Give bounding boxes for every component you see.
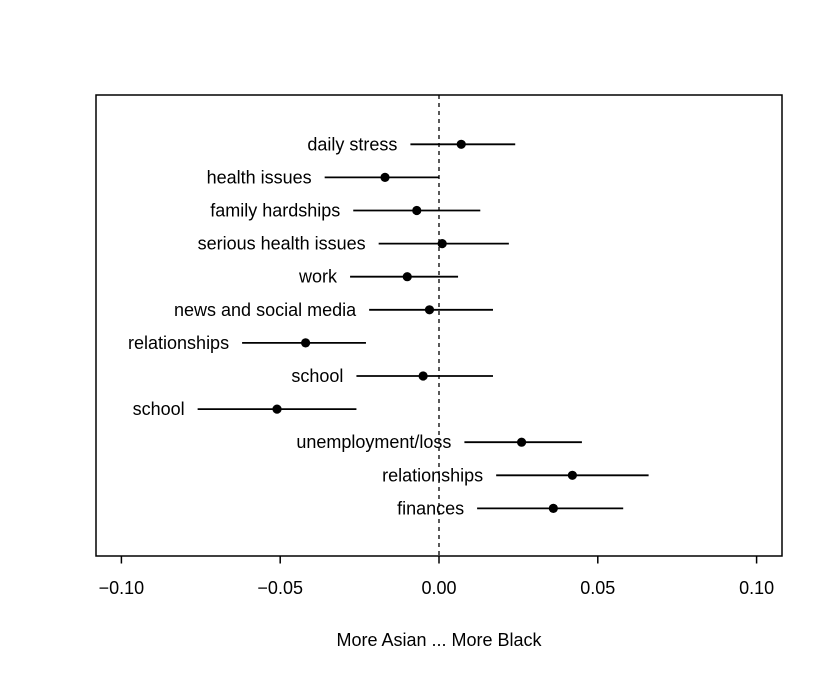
x-tick-label: −0.10 [99,578,145,598]
estimate-dot [424,305,435,315]
estimate-dot [548,503,558,513]
estimate-dot [380,172,390,182]
category-label: news and social media [174,300,357,320]
category-label: family hardships [210,201,340,221]
category-label: school [133,399,185,419]
x-tick-label: 0.05 [580,578,615,598]
x-axis-label: More Asian ... More Black [336,630,542,650]
estimate-dot [437,239,447,249]
category-label: relationships [382,465,483,485]
category-label: daily stress [307,134,397,154]
estimate-dot [567,470,577,480]
category-label: finances [397,498,464,518]
category-label: unemployment/loss [296,432,451,452]
category-label: serious health issues [198,234,366,254]
estimate-dot [301,338,311,348]
category-label: school [291,366,343,386]
estimate-dot [412,205,422,216]
estimate-dot [456,139,466,149]
category-label: work [298,267,338,287]
x-tick-label: 0.00 [421,578,456,598]
plot-box [95,94,783,557]
estimate-dot [516,437,527,447]
estimate-dot [272,404,282,414]
category-label: health issues [207,167,312,187]
x-tick-label: 0.10 [739,578,774,598]
estimate-dot [418,371,428,381]
estimate-dot [402,272,412,282]
category-label: relationships [128,333,229,353]
x-tick-label: −0.05 [257,578,303,598]
